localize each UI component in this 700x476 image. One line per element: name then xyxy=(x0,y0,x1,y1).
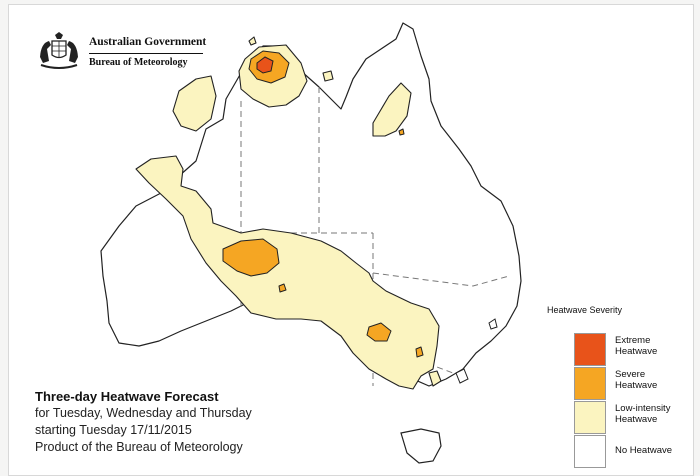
legend-label: No Heatwave xyxy=(615,445,673,456)
caption-line-3: Product of the Bureau of Meteorology xyxy=(35,440,243,454)
map-frame: Australian Government Bureau of Meteorol… xyxy=(8,4,694,476)
severity-legend: Heatwave Severity Extreme Heatwave Sever… xyxy=(547,305,687,468)
legend-item-none: No Heatwave xyxy=(547,434,687,468)
legend-item-low: Low-intensity Heatwave xyxy=(547,400,687,434)
legend-swatch xyxy=(574,333,606,366)
tasmania-outline xyxy=(400,428,442,464)
legend-swatch xyxy=(574,367,606,400)
government-name: Australian Government xyxy=(89,36,207,48)
australia-map xyxy=(100,22,522,464)
legend-swatch xyxy=(574,435,606,468)
caption-title: Three-day Heatwave Forecast xyxy=(35,389,219,404)
bom-logo: Australian Government Bureau of Meteorol… xyxy=(35,27,207,75)
legend-label: Extreme Heatwave xyxy=(615,335,658,357)
caption-line-2: starting Tuesday 17/11/2015 xyxy=(35,423,192,437)
legend-label: Severe Heatwave xyxy=(615,369,658,391)
mainland-outline xyxy=(100,22,522,387)
forecast-caption: Three-day Heatwave Forecast for Tuesday,… xyxy=(35,388,252,456)
agency-name: Bureau of Meteorology xyxy=(89,57,188,68)
legend-swatch xyxy=(574,401,606,434)
island-outline xyxy=(488,318,498,330)
island-outline xyxy=(455,368,469,384)
legend-label: Low-intensity Heatwave xyxy=(615,403,671,425)
legend-item-extreme: Extreme Heatwave xyxy=(547,332,687,366)
extreme-zone xyxy=(256,56,274,74)
legend-title: Heatwave Severity xyxy=(547,305,623,315)
legend-item-severe: Severe Heatwave xyxy=(547,366,687,400)
coat-of-arms-icon xyxy=(40,32,78,69)
caption-line-1: for Tuesday, Wednesday and Thursday xyxy=(35,406,252,420)
logo-rule xyxy=(89,53,203,54)
